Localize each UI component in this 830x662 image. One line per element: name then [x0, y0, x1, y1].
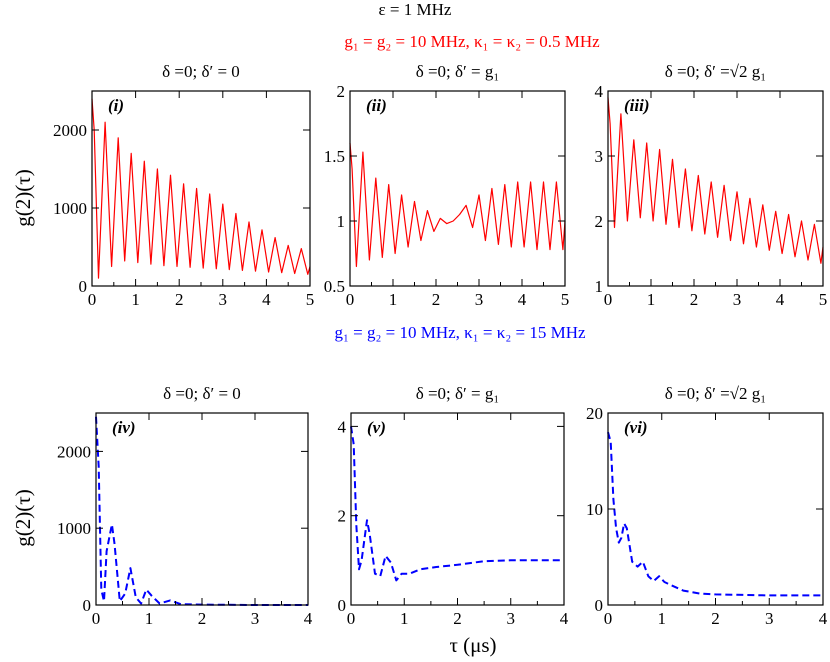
- y-axis-label-bottom: g(2)(τ): [11, 489, 35, 546]
- panel-title: δ =0; δ′ = 0: [162, 62, 240, 81]
- y-tick-label: 1: [337, 212, 346, 231]
- series-line: [95, 416, 308, 606]
- header-bottom-params: g₁ = g₂ = 10 MHz, κ₁ = κ₂ = 15 MHz: [334, 323, 586, 342]
- x-tick-label: 1: [389, 290, 398, 309]
- y-tick-label: 2: [337, 82, 346, 101]
- series-line: [607, 97, 824, 264]
- panel-5: δ =0; δ′ = g₁ 0 1 2 3 4 0 2 4 (v): [338, 384, 569, 628]
- panel-1: δ =0; δ′ = 0 0 1 2 3 4 5 0 1000 2000 (i): [53, 62, 314, 309]
- y-tick-label: 2000: [57, 442, 91, 461]
- x-tick-label: 1: [145, 609, 154, 628]
- x-tick-label: 3: [733, 290, 742, 309]
- y-tick-label: 1: [595, 277, 604, 296]
- x-tick-label: 4: [776, 290, 785, 309]
- x-tick-label: 5: [306, 290, 315, 309]
- axes-frame: [607, 412, 824, 606]
- y-tick-label: 2: [338, 507, 347, 526]
- panel-label: (v): [367, 418, 386, 437]
- x-tick-label: 4: [819, 609, 828, 628]
- x-tick-label: 0: [88, 290, 97, 309]
- y-tick-label: 1000: [53, 199, 87, 218]
- x-tick-label: 3: [765, 609, 774, 628]
- y-tick-label: 0: [79, 277, 88, 296]
- x-tick-label: 4: [304, 609, 313, 628]
- axes-frame: [350, 412, 565, 606]
- x-tick-label: 5: [819, 290, 828, 309]
- y-tick-label: 0.5: [324, 277, 345, 296]
- x-tick-label: 4: [560, 609, 569, 628]
- header-epsilon: ε = 1 MHz: [379, 0, 452, 19]
- x-tick-label: 1: [647, 290, 656, 309]
- panel-label: (vi): [624, 418, 648, 437]
- panel-label: (iv): [112, 418, 136, 437]
- x-tick-label: 0: [604, 290, 613, 309]
- y-tick-label: 2000: [53, 121, 87, 140]
- x-tick-label: 3: [219, 290, 228, 309]
- x-tick-label: 1: [400, 609, 409, 628]
- x-tick-label: 2: [198, 609, 207, 628]
- x-tick-label: 4: [518, 290, 527, 309]
- y-tick-label: 20: [586, 404, 603, 423]
- panel-title: δ =0; δ′ = g₁: [416, 62, 500, 81]
- x-tick-label: 1: [131, 290, 140, 309]
- panel-title: δ =0; δ′ = 0: [163, 384, 241, 403]
- panel-2: δ =0; δ′ = g₁ 0 1 2 3 4 5 0.5 1 1.5 2 (ii): [324, 62, 570, 309]
- panel-label: (iii): [624, 96, 650, 115]
- panel-4: δ =0; δ′ = 0 0 1 2 3 4 0 1000 2000 (iv): [57, 384, 313, 628]
- panel-6: δ =0; δ′ =√2 g₁ 0 1 2 3 4 0 10 20 (vi): [586, 384, 828, 628]
- x-tick-label: 1: [658, 609, 667, 628]
- x-tick-label: 2: [432, 290, 441, 309]
- panel-title: δ =0; δ′ =√2 g₁: [665, 384, 766, 403]
- x-tick-label: 0: [346, 290, 355, 309]
- x-tick-label: 4: [262, 290, 271, 309]
- series-line: [349, 142, 566, 268]
- series-line: [350, 426, 564, 582]
- y-tick-label: 10: [586, 500, 603, 519]
- x-tick-label: 2: [690, 290, 699, 309]
- panel-title: δ =0; δ′ =√2 g₁: [665, 62, 766, 81]
- series-line: [91, 98, 311, 279]
- y-tick-label: 0: [83, 596, 92, 615]
- y-tick-label: 3: [595, 147, 604, 166]
- panel-title: δ =0; δ′ = g₁: [416, 384, 500, 403]
- x-tick-label: 0: [92, 609, 101, 628]
- y-tick-label: 2: [595, 212, 604, 231]
- y-tick-label: 1000: [57, 519, 91, 538]
- x-tick-label: 3: [507, 609, 516, 628]
- header-top-params: g₁ = g₂ = 10 MHz, κ₁ = κ₂ = 0.5 MHz: [344, 32, 600, 51]
- x-tick-label: 3: [475, 290, 484, 309]
- panel-label: (ii): [366, 96, 387, 115]
- panel-label: (i): [108, 96, 124, 115]
- axes-frame: [607, 90, 824, 287]
- x-axis-label: τ (μs): [449, 633, 496, 657]
- x-tick-label: 5: [561, 290, 570, 309]
- x-tick-label: 0: [604, 609, 613, 628]
- x-tick-label: 3: [251, 609, 260, 628]
- y-tick-label: 4: [595, 82, 604, 101]
- x-tick-label: 0: [347, 609, 356, 628]
- y-tick-label: 4: [338, 417, 347, 436]
- x-tick-label: 2: [711, 609, 720, 628]
- y-axis-label-top: g(2)(τ): [11, 169, 35, 226]
- series-line: [607, 431, 823, 597]
- y-tick-label: 0: [338, 596, 347, 615]
- y-tick-label: 0: [595, 596, 604, 615]
- y-tick-label: 1.5: [324, 147, 345, 166]
- x-tick-label: 2: [453, 609, 462, 628]
- x-tick-label: 2: [175, 290, 184, 309]
